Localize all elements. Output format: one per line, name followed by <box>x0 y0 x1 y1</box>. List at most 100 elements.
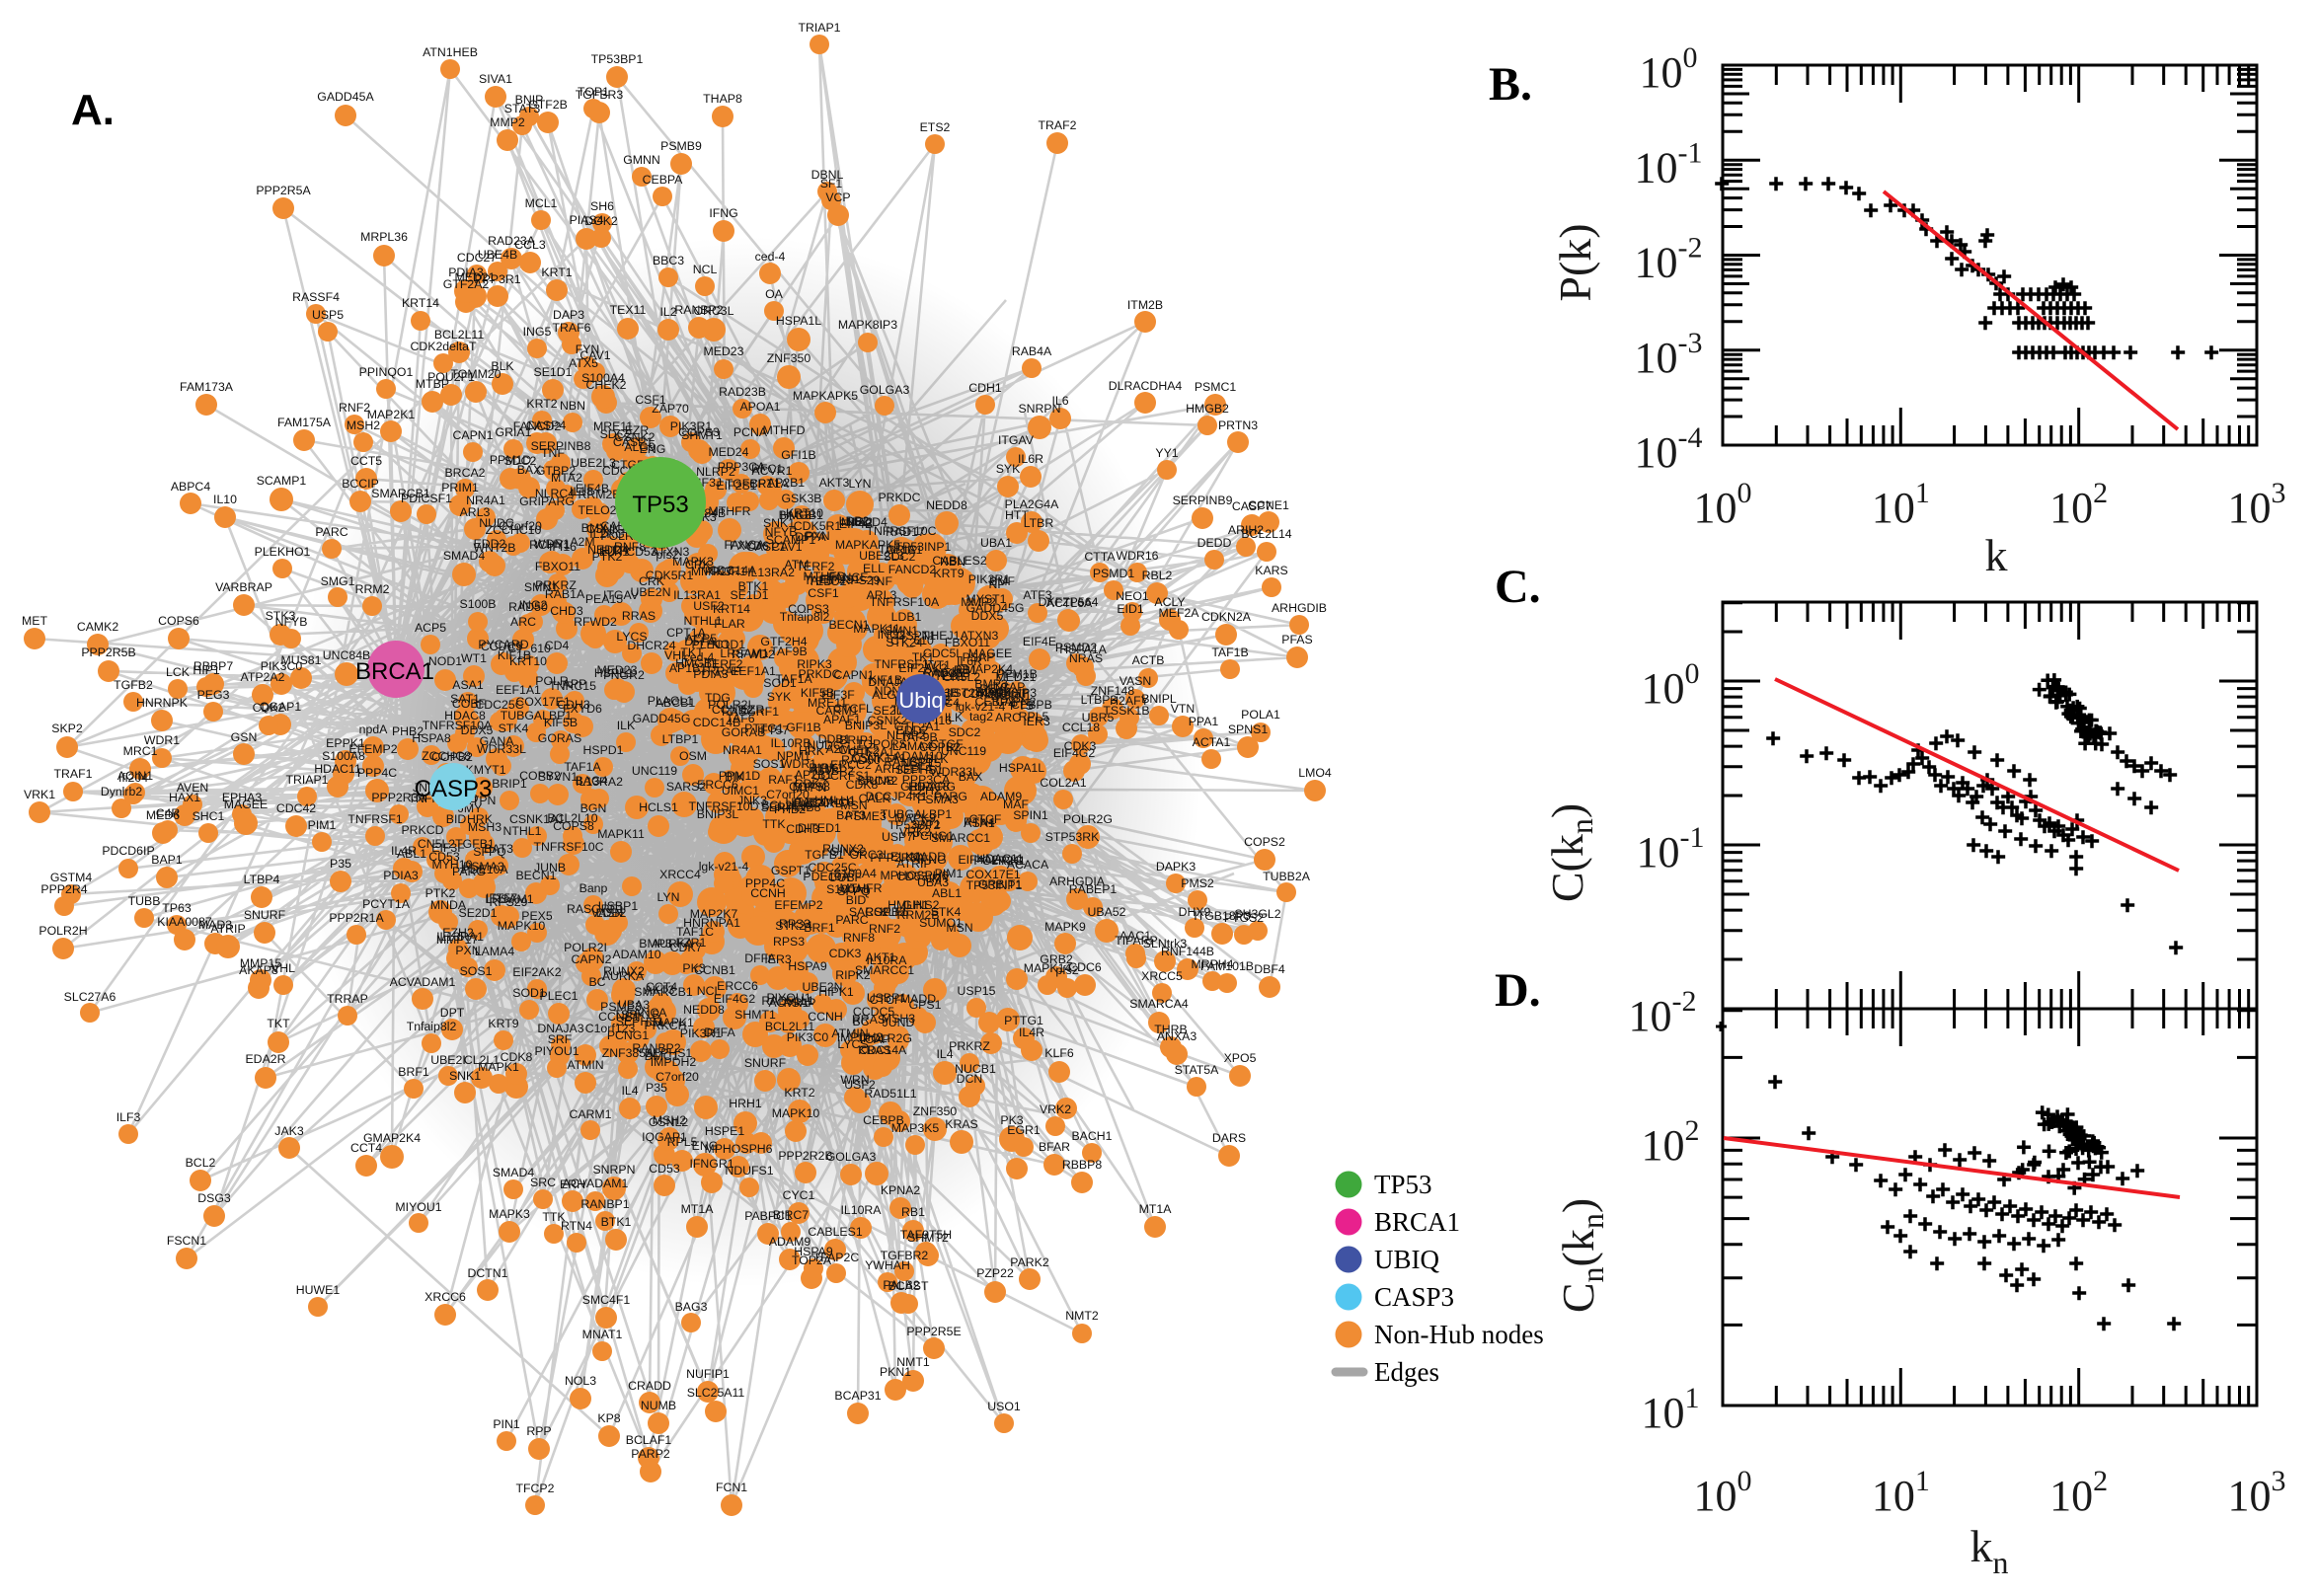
svg-text:PPP2R3A: PPP2R3A <box>870 851 925 865</box>
svg-text:GINS2: GINS2 <box>830 845 867 859</box>
svg-text:MED24: MED24 <box>708 445 748 459</box>
svg-text:ACTB: ACTB <box>1132 653 1165 667</box>
svg-text:GRIPARG: GRIPARG <box>519 494 575 508</box>
svg-text:IL6R: IL6R <box>1018 452 1043 466</box>
svg-text:CAPN1: CAPN1 <box>833 668 874 682</box>
svg-text:Ifi204: Ifi204 <box>118 771 148 785</box>
svg-text:HMGB1: HMGB1 <box>675 656 719 670</box>
svg-text:EZH2: EZH2 <box>909 784 941 798</box>
svg-text:BAG3: BAG3 <box>779 508 811 522</box>
svg-text:A.: A. <box>71 86 115 134</box>
svg-text:PEX5: PEX5 <box>979 682 1011 696</box>
svg-text:STK4: STK4 <box>499 722 529 735</box>
svg-text:CD53: CD53 <box>428 850 460 864</box>
svg-text:BCL2L10: BCL2L10 <box>547 811 597 825</box>
svg-text:RBL2: RBL2 <box>1142 569 1173 582</box>
svg-text:RFWD2: RFWD2 <box>732 647 775 661</box>
svg-text:EDA2R: EDA2R <box>245 1052 285 1066</box>
svg-text:ENG: ENG <box>692 1139 719 1153</box>
svg-text:BLK: BLK <box>491 359 514 373</box>
svg-text:TFAP2C: TFAP2C <box>813 1251 860 1264</box>
svg-text:ATRIP: ATRIP <box>896 857 931 871</box>
svg-text:PIK3R1: PIK3R1 <box>968 572 1011 586</box>
svg-text:TAF6: TAF6 <box>804 573 832 587</box>
svg-text:TRAF6: TRAF6 <box>553 321 591 335</box>
svg-text:IFNGR1: IFNGR1 <box>689 1157 733 1171</box>
svg-text:A2M: A2M <box>570 535 594 549</box>
svg-text:COPS3: COPS3 <box>788 602 829 616</box>
svg-text:CDH1: CDH1 <box>968 381 1002 395</box>
svg-text:PYCARD: PYCARD <box>793 797 843 810</box>
svg-text:AURKA: AURKA <box>602 969 645 983</box>
svg-text:AP2B1: AP2B1 <box>795 768 832 782</box>
svg-text:ABPC4: ABPC4 <box>171 480 210 494</box>
svg-text:BCL2: BCL2 <box>186 1156 216 1170</box>
svg-text:TP53BP1: TP53BP1 <box>591 52 644 66</box>
svg-text:CCNE1: CCNE1 <box>1248 498 1289 512</box>
svg-text:UBE2L3: UBE2L3 <box>859 549 904 563</box>
svg-text:NLRP2: NLRP2 <box>887 728 926 742</box>
svg-text:C(kn): C(kn) <box>1542 803 1599 902</box>
svg-text:SOS1: SOS1 <box>753 757 786 771</box>
svg-text:BBC3: BBC3 <box>653 254 684 267</box>
svg-text:KLF6: KLF6 <box>1044 1046 1074 1060</box>
svg-text:COPS2: COPS2 <box>1244 835 1285 849</box>
svg-text:TAF6: TAF6 <box>726 712 754 725</box>
svg-text:IFNG: IFNG <box>917 853 946 867</box>
svg-text:DARS: DARS <box>1212 1131 1246 1145</box>
svg-text:SMAD4: SMAD4 <box>493 1166 535 1179</box>
svg-text:RAD51L1: RAD51L1 <box>864 1087 916 1101</box>
svg-text:MADD: MADD <box>910 850 946 864</box>
svg-text:CTCF: CTCF <box>870 993 902 1007</box>
svg-text:RUNX2: RUNX2 <box>822 842 864 856</box>
svg-text:S100A4: S100A4 <box>581 371 625 385</box>
svg-text:SIVA1: SIVA1 <box>479 72 512 86</box>
svg-text:MAPK9: MAPK9 <box>894 811 936 825</box>
svg-text:MPHOSPH6: MPHOSPH6 <box>880 869 948 882</box>
svg-text:ATXN3: ATXN3 <box>961 629 999 643</box>
svg-text:IL10RA: IL10RA <box>840 1203 882 1217</box>
svg-text:RFWD2: RFWD2 <box>574 615 617 629</box>
svg-text:CASP1: CASP1 <box>613 435 653 449</box>
svg-text:EIF3F: EIF3F <box>821 688 855 702</box>
svg-text:CABLES1: CABLES1 <box>808 1225 863 1239</box>
svg-text:SARS2: SARS2 <box>849 905 888 919</box>
svg-text:RPS29: RPS29 <box>842 573 881 587</box>
svg-text:HNRNPK: HNRNPK <box>136 696 189 710</box>
svg-text:RPS3: RPS3 <box>773 935 805 949</box>
svg-text:TGFBR3: TGFBR3 <box>576 88 624 102</box>
svg-text:PPA1: PPA1 <box>1189 715 1219 728</box>
svg-text:LRSAM1: LRSAM1 <box>720 646 768 660</box>
svg-text:HMLH1: HMLH1 <box>888 898 929 912</box>
svg-text:NMT2: NMT2 <box>1065 1309 1099 1323</box>
svg-text:PPM1B: PPM1B <box>996 667 1038 681</box>
svg-text:DAPK3: DAPK3 <box>1156 860 1196 874</box>
svg-text:NCL: NCL <box>693 263 718 276</box>
svg-text:KRT2: KRT2 <box>526 397 557 411</box>
svg-text:MAPK9: MAPK9 <box>1044 920 1086 934</box>
svg-text:HMLH1: HMLH1 <box>814 794 856 807</box>
svg-text:TNFRSF10C: TNFRSF10C <box>533 840 603 854</box>
svg-text:CSF1: CSF1 <box>808 586 839 600</box>
svg-text:RAD23B: RAD23B <box>923 666 970 680</box>
svg-text:GFI1B: GFI1B <box>786 721 821 734</box>
svg-text:ITGAV: ITGAV <box>998 433 1035 447</box>
svg-text:HSPE1: HSPE1 <box>705 1124 744 1138</box>
svg-text:BC: BC <box>852 1015 869 1028</box>
svg-text:POLR2H: POLR2H <box>39 924 87 938</box>
svg-text:RASSF4: RASSF4 <box>292 290 340 304</box>
svg-text:ERH: ERH <box>560 1178 585 1191</box>
svg-text:RRAS: RRAS <box>622 609 656 623</box>
svg-text:GINS2: GINS2 <box>903 898 940 912</box>
svg-text:TNFRSF10C: TNFRSF10C <box>866 524 936 538</box>
svg-text:ARHGEF4: ARHGEF4 <box>875 762 932 776</box>
svg-text:CDK7: CDK7 <box>670 941 703 954</box>
svg-text:PCNG1: PCNG1 <box>912 829 955 843</box>
svg-text:UQCRFS1: UQCRFS1 <box>812 769 871 783</box>
svg-text:EIF4G2: EIF4G2 <box>714 992 756 1006</box>
svg-text:PSMC1: PSMC1 <box>1195 380 1237 394</box>
svg-text:WT1: WT1 <box>461 651 487 665</box>
svg-text:SLC27A6: SLC27A6 <box>64 990 116 1004</box>
svg-text:EEF1A1: EEF1A1 <box>731 664 776 678</box>
svg-text:VARBRAP: VARBRAP <box>215 580 272 594</box>
